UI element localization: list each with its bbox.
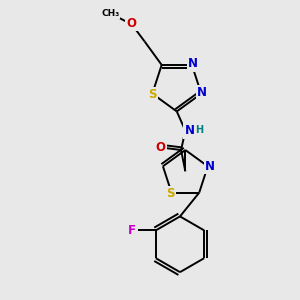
Text: N: N [197, 86, 207, 99]
Text: S: S [148, 88, 157, 101]
Text: O: O [127, 16, 137, 30]
Text: CH₃: CH₃ [101, 9, 119, 18]
Text: N: N [188, 57, 198, 70]
Text: S: S [166, 187, 175, 200]
Text: N: N [205, 160, 215, 173]
Text: F: F [128, 224, 136, 237]
Text: N: N [184, 124, 195, 137]
Text: H: H [195, 124, 203, 135]
Text: O: O [156, 141, 166, 154]
